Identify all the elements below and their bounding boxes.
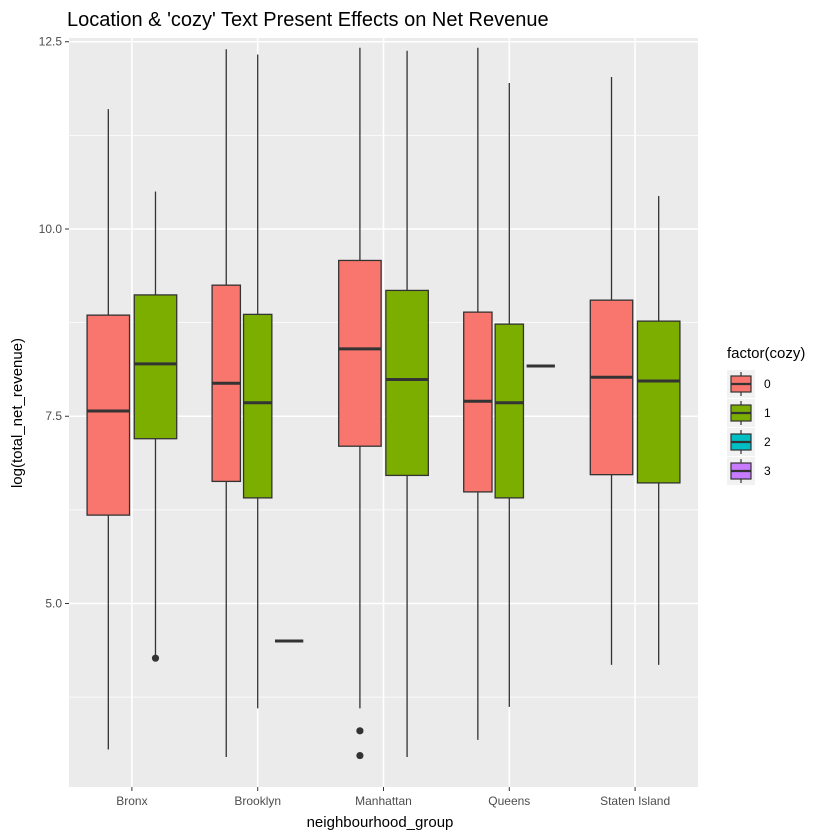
legend-title: factor(cozy) bbox=[727, 345, 805, 362]
legend-label: 0 bbox=[764, 377, 771, 391]
legend-key-0 bbox=[727, 370, 755, 398]
box-1-bronx bbox=[133, 191, 178, 662]
box-body bbox=[636, 320, 681, 484]
outlier-point bbox=[356, 727, 364, 735]
x-tick-label: Brooklyn bbox=[234, 794, 281, 808]
box-body bbox=[589, 299, 634, 476]
x-tick-label: Manhattan bbox=[355, 794, 412, 808]
box-0-bronx bbox=[86, 109, 131, 750]
box-body bbox=[86, 314, 131, 516]
legend-key-1 bbox=[727, 399, 755, 427]
legend-label: 3 bbox=[764, 464, 771, 478]
box-1-queens bbox=[494, 82, 525, 707]
outlier-point bbox=[356, 751, 364, 760]
box-1-brooklyn bbox=[242, 54, 273, 709]
box-body bbox=[385, 289, 429, 477]
legend: factor(cozy) 0 1 2 3 bbox=[727, 345, 805, 485]
box-body bbox=[338, 259, 382, 447]
legend-label: 1 bbox=[764, 406, 771, 420]
box-body bbox=[133, 294, 178, 440]
box-body bbox=[494, 323, 525, 499]
box-body bbox=[242, 313, 273, 499]
box-series-layer bbox=[86, 47, 681, 760]
x-axis: Bronx Brooklyn Manhattan Queens Staten Islan… bbox=[116, 787, 670, 808]
box-1-staten-island bbox=[636, 196, 681, 665]
legend-label: 2 bbox=[764, 435, 771, 449]
x-tick-label: Staten Island bbox=[600, 794, 670, 808]
outlier-point bbox=[151, 654, 160, 662]
box-0-queens bbox=[463, 47, 493, 740]
y-axis-title: log(total_net_revenue) bbox=[9, 338, 26, 488]
y-tick-label: 10.0 bbox=[39, 222, 63, 236]
legend-key-2 bbox=[727, 428, 755, 456]
chart-title: Location & 'cozy' Text Present Effects o… bbox=[67, 9, 549, 31]
x-tick-label: Bronx bbox=[116, 794, 147, 808]
box-1-manhattan bbox=[385, 50, 429, 758]
y-tick-label: 12.5 bbox=[39, 35, 63, 49]
x-axis-title: neighbourhood_group bbox=[307, 814, 454, 831]
y-tick-label: 5.0 bbox=[45, 596, 62, 610]
y-axis: 5.0 7.5 10.0 12.5 bbox=[39, 35, 69, 610]
box-0-staten-island bbox=[589, 76, 634, 665]
y-tick-label: 7.5 bbox=[45, 409, 62, 423]
legend-key-3 bbox=[727, 457, 755, 485]
box-0-manhattan bbox=[338, 47, 382, 760]
x-tick-label: Queens bbox=[488, 794, 530, 808]
box-0-brooklyn bbox=[211, 49, 242, 758]
